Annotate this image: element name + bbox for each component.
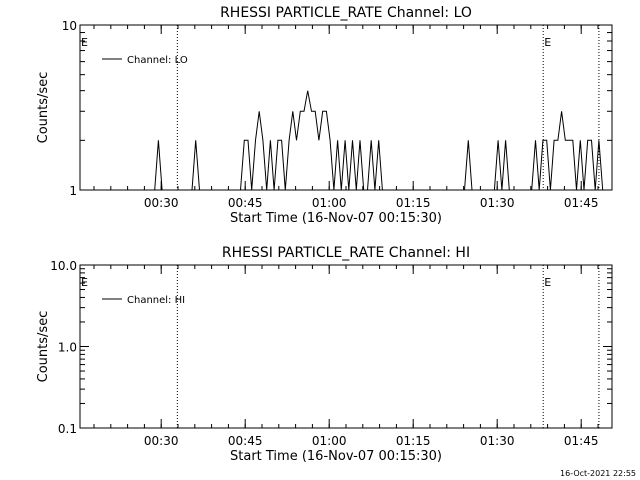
y-tick-label: 10.0	[50, 259, 77, 273]
y-tick-label: 10	[62, 19, 77, 33]
x-tick-label: 01:30	[480, 196, 515, 210]
y-axis-label: Counts/sec	[36, 311, 51, 383]
x-tick-label: 01:45	[564, 434, 599, 448]
legend-label: Channel: HI	[127, 295, 185, 306]
event-marker-label: E	[81, 276, 88, 289]
y-tick-label: 1.0	[58, 341, 77, 355]
y-tick-label: 1	[69, 184, 77, 198]
x-tick-label: 01:45	[564, 196, 599, 210]
generation-timestamp: 16-Oct-2021 22:55	[560, 469, 636, 478]
chart-title: RHESSI PARTICLE_RATE Channel: HI	[222, 245, 470, 261]
x-axis-label: Start Time (16-Nov-07 00:15:30)	[230, 449, 442, 464]
x-tick-label: 00:30	[144, 196, 179, 210]
x-tick-label: 00:45	[228, 196, 263, 210]
x-tick-label: 00:30	[144, 434, 179, 448]
event-marker-label: E	[544, 36, 551, 49]
x-tick-label: 01:15	[396, 434, 431, 448]
x-axis-label: Start Time (16-Nov-07 00:15:30)	[230, 211, 442, 226]
x-tick-label: 01:00	[312, 434, 347, 448]
chart-title: RHESSI PARTICLE_RATE Channel: LO	[220, 5, 472, 21]
y-tick-label: 0.1	[58, 422, 77, 436]
x-tick-label: 01:00	[312, 196, 347, 210]
event-marker-label: E	[81, 36, 88, 49]
y-axis-label: Counts/sec	[36, 72, 51, 144]
legend-label: Channel: LO	[127, 55, 188, 66]
x-tick-label: 01:15	[396, 196, 431, 210]
event-marker-label: E	[544, 276, 551, 289]
panel-hi-channel: RHESSI PARTICLE_RATE Channel: HI 0.1 1.0 10…	[36, 245, 613, 464]
panel-lo-channel: RHESSI PARTICLE_RATE Channel: LO 1 10 00:30…	[36, 5, 613, 226]
x-tick-label: 00:45	[228, 434, 263, 448]
x-tick-label: 01:30	[480, 434, 515, 448]
series-line-channel-lo	[80, 90, 612, 191]
